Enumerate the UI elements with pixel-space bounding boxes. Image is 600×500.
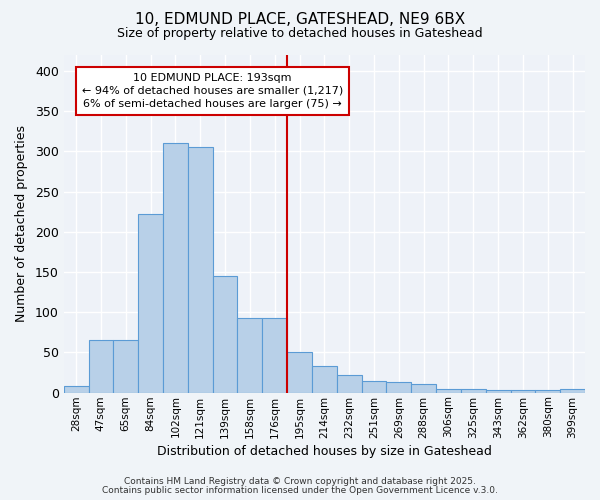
Text: 10 EDMUND PLACE: 193sqm
← 94% of detached houses are smaller (1,217)
6% of semi-: 10 EDMUND PLACE: 193sqm ← 94% of detache… xyxy=(82,72,343,109)
Text: Contains public sector information licensed under the Open Government Licence v.: Contains public sector information licen… xyxy=(102,486,498,495)
Text: 10, EDMUND PLACE, GATESHEAD, NE9 6BX: 10, EDMUND PLACE, GATESHEAD, NE9 6BX xyxy=(135,12,465,28)
Bar xyxy=(138,214,163,392)
Bar xyxy=(411,384,436,392)
Bar xyxy=(64,386,89,392)
Bar xyxy=(212,276,238,392)
Bar xyxy=(486,390,511,392)
Bar xyxy=(362,380,386,392)
Bar xyxy=(89,340,113,392)
Bar xyxy=(262,318,287,392)
Bar xyxy=(287,352,312,393)
Bar xyxy=(511,390,535,392)
Bar xyxy=(461,390,486,392)
Bar xyxy=(312,366,337,392)
Bar xyxy=(113,340,138,392)
X-axis label: Distribution of detached houses by size in Gateshead: Distribution of detached houses by size … xyxy=(157,444,492,458)
Bar xyxy=(535,390,560,392)
Bar xyxy=(188,148,212,392)
Bar xyxy=(560,390,585,392)
Y-axis label: Number of detached properties: Number of detached properties xyxy=(15,126,28,322)
Text: Contains HM Land Registry data © Crown copyright and database right 2025.: Contains HM Land Registry data © Crown c… xyxy=(124,477,476,486)
Text: Size of property relative to detached houses in Gateshead: Size of property relative to detached ho… xyxy=(117,28,483,40)
Bar xyxy=(238,318,262,392)
Bar xyxy=(436,388,461,392)
Bar xyxy=(163,144,188,392)
Bar xyxy=(386,382,411,392)
Bar xyxy=(337,375,362,392)
